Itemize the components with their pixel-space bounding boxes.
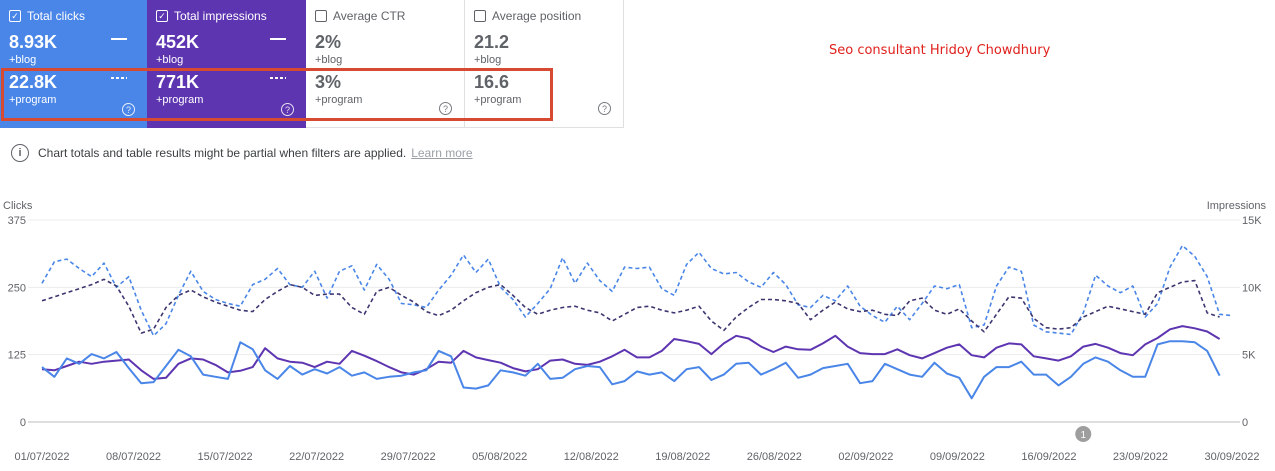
- metric-filter-blog: +blog: [315, 54, 343, 66]
- metric-label: Average CTR: [333, 9, 406, 23]
- right-axis-title: Impressions: [1207, 200, 1267, 212]
- card-header: Average CTR: [315, 8, 464, 24]
- x-tick-label: 01/07/2022: [14, 451, 69, 463]
- card-header: ✓ Total clicks: [9, 8, 147, 24]
- card-total-impressions[interactable]: ✓ Total impressions 452K +blog 771K +pro…: [147, 0, 306, 128]
- card-total-clicks[interactable]: ✓ Total clicks 8.93K +blog 22.8K +progra…: [0, 0, 147, 128]
- x-tick-label: 09/09/2022: [930, 451, 985, 463]
- watermark-text: Seo consultant Hridoy Chowdhury: [829, 43, 1051, 58]
- x-tick-label: 26/08/2022: [747, 451, 802, 463]
- right-tick-label: 15K: [1242, 215, 1262, 227]
- right-tick-label: 10K: [1242, 282, 1262, 294]
- x-tick-label: 16/09/2022: [1021, 451, 1076, 463]
- metric-value-blog: 8.93K: [9, 32, 58, 52]
- metric-value-program: 771K: [156, 72, 200, 92]
- metric-filter-program: +program: [474, 94, 522, 106]
- series-line-1: [41, 244, 1233, 337]
- x-tick-label: 05/08/2022: [472, 451, 527, 463]
- checkbox-unchecked-icon[interactable]: [474, 10, 486, 22]
- help-icon[interactable]: ?: [439, 102, 452, 115]
- help-icon[interactable]: ?: [281, 103, 294, 116]
- x-tick-label: 12/08/2022: [564, 451, 619, 463]
- metric-filter-blog: +blog: [9, 54, 37, 66]
- notice-text: Chart totals and table results might be …: [38, 146, 407, 160]
- series-lines: [41, 244, 1233, 400]
- x-tick-label: 30/09/2022: [1204, 451, 1259, 463]
- metric-filter-program: +program: [315, 94, 363, 106]
- solid-line-legend-icon: [111, 38, 127, 40]
- learn-more-link[interactable]: Learn more: [411, 146, 473, 160]
- series-line-4: [41, 340, 1221, 400]
- x-tick-label: 22/07/2022: [289, 451, 344, 463]
- metric-value-program: 3%: [315, 72, 342, 92]
- metric-value-blog: 2%: [315, 32, 342, 52]
- x-tick-label: 15/07/2022: [198, 451, 253, 463]
- metric-value-blog: 452K: [156, 32, 200, 52]
- series-line-3: [41, 325, 1221, 380]
- card-average-ctr[interactable]: Average CTR 2% +blog 3% +program ?: [306, 0, 465, 128]
- annotation-circle: [1075, 426, 1092, 442]
- metric-filter-blog: +blog: [156, 54, 184, 66]
- metric-filter-blog: +blog: [474, 54, 502, 66]
- solid-line-legend-icon: [270, 38, 286, 40]
- left-tick-label: 375: [8, 215, 26, 227]
- x-tick-label: 29/07/2022: [381, 451, 436, 463]
- metric-label: Total clicks: [27, 9, 86, 23]
- dashed-line-legend-icon: [270, 77, 286, 79]
- metric-cards: ✓ Total clicks 8.93K +blog 22.8K +progra…: [0, 0, 624, 128]
- left-axis-title: Clicks: [3, 200, 33, 212]
- right-tick-label: 5K: [1242, 350, 1256, 362]
- checkbox-checked-icon[interactable]: ✓: [156, 10, 168, 22]
- x-tick-label: 19/08/2022: [655, 451, 710, 463]
- filter-notice: i Chart totals and table results might b…: [11, 144, 473, 162]
- help-icon[interactable]: ?: [122, 103, 135, 116]
- x-tick-label: 02/09/2022: [838, 451, 893, 463]
- axis-ticks: 0 125 250 375 0 5K 10K 15K 01/07/2022 08/07/2022 1…: [8, 215, 1263, 463]
- performance-chart[interactable]: Clicks Impressions 0 125 250 375 0 5K 10K 15K 01…: [0, 195, 1275, 471]
- x-tick-label: 08/07/2022: [106, 451, 161, 463]
- annotation-label: 1: [1080, 430, 1086, 441]
- card-header: Average position: [474, 8, 623, 24]
- metric-label: Average position: [492, 9, 582, 23]
- metric-value-program: 16.6: [474, 72, 510, 92]
- grid-lines: [28, 219, 1240, 423]
- metric-label: Total impressions: [174, 9, 267, 23]
- left-tick-label: 250: [8, 282, 26, 294]
- metric-filter-program: +program: [156, 94, 204, 106]
- metric-value-blog: 21.2: [474, 32, 510, 52]
- annotation-marker[interactable]: 1: [1075, 426, 1092, 442]
- metric-value-program: 22.8K: [9, 72, 58, 92]
- help-icon[interactable]: ?: [598, 102, 611, 115]
- checkbox-checked-icon[interactable]: ✓: [9, 10, 21, 22]
- left-tick-label: 0: [20, 417, 26, 429]
- series-line-2: [41, 278, 1220, 334]
- left-tick-label: 125: [8, 350, 26, 362]
- right-tick-label: 0: [1242, 417, 1248, 429]
- x-tick-label: 23/09/2022: [1113, 451, 1168, 463]
- checkbox-unchecked-icon[interactable]: [315, 10, 327, 22]
- card-average-position[interactable]: Average position 21.2 +blog 16.6 +progra…: [465, 0, 624, 128]
- dashed-line-legend-icon: [111, 77, 127, 79]
- metric-filter-program: +program: [9, 94, 57, 106]
- info-icon: i: [11, 144, 29, 162]
- card-header: ✓ Total impressions: [156, 8, 306, 24]
